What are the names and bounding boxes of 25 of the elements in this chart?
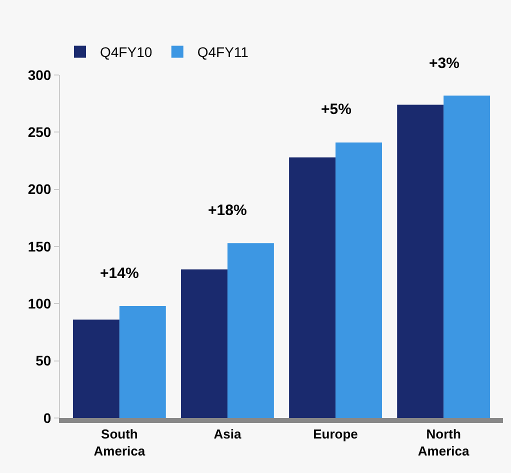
legend-label: Q4FY11 xyxy=(197,44,249,60)
y-tick-label: 300 xyxy=(28,66,52,83)
bar xyxy=(72,320,120,418)
y-tick-label: 200 xyxy=(28,181,52,198)
annotation: +18% xyxy=(208,202,247,219)
y-tick-label: 50 xyxy=(36,352,52,369)
bar xyxy=(289,157,336,418)
bar xyxy=(397,104,444,418)
x-tick-label: Asia xyxy=(214,426,242,442)
x-tick-label: North America xyxy=(418,426,470,458)
legend-label: Q4FY10 xyxy=(100,44,152,60)
x-tick-label: South America xyxy=(94,426,146,458)
bar xyxy=(181,269,228,418)
x-tick-label: Europe xyxy=(313,426,358,442)
bar xyxy=(336,142,382,418)
bar xyxy=(444,96,490,418)
annotation: +14% xyxy=(100,265,139,282)
text: +3% xyxy=(429,55,460,72)
bar xyxy=(227,243,274,418)
annotation: +5% xyxy=(321,101,352,118)
y-tick-label: 100 xyxy=(28,296,52,312)
y-tick-label: 150 xyxy=(28,238,52,254)
bar xyxy=(119,306,166,418)
y-tick-label: 250 xyxy=(28,124,52,140)
y-tick-label: 0 xyxy=(43,410,52,426)
